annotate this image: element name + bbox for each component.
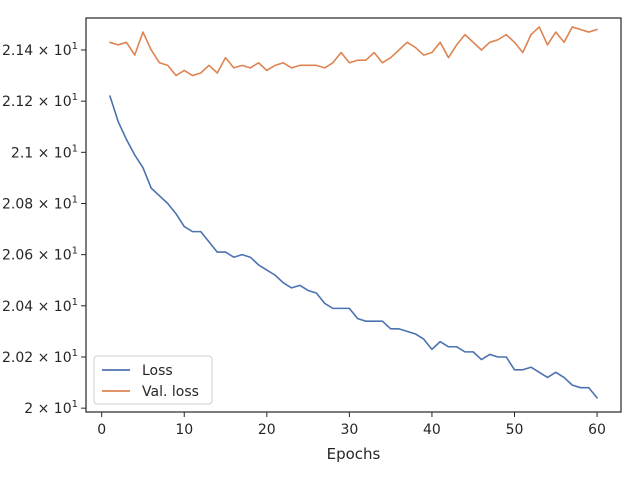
- x-axis-ticks: 0 10 20 30 40 50 60: [97, 412, 606, 438]
- legend-entry-label: Val. loss: [142, 384, 199, 400]
- y-tick-mantissa: 2.04 × 10: [2, 299, 72, 315]
- legend: Loss Val. loss: [93, 355, 213, 405]
- y-tick-exponent: 1: [72, 348, 78, 359]
- y-tick-mantissa: 2 × 10: [24, 401, 71, 417]
- x-tick-label: 50: [506, 422, 524, 438]
- legend-entry-label: Loss: [142, 363, 173, 379]
- y-tick-exponent: 1: [72, 194, 78, 205]
- y-tick-exponent: 1: [72, 92, 78, 103]
- y-tick-label: 2.1 × 101: [11, 143, 78, 161]
- x-tick-label: 10: [175, 422, 193, 438]
- x-tick-label: 30: [340, 422, 358, 438]
- y-tick-label: 2 × 101: [24, 399, 78, 417]
- x-tick-label: 20: [258, 422, 276, 438]
- y-tick-mantissa: 2.14 × 10: [2, 43, 72, 59]
- y-tick-label: 2.08 × 101: [2, 194, 78, 212]
- y-tick-exponent: 1: [72, 41, 78, 52]
- series-line-val-loss: [109, 26, 598, 77]
- y-tick-mantissa: 2.02 × 10: [2, 350, 72, 366]
- y-tick-exponent: 1: [72, 246, 78, 257]
- y-tick-exponent: 1: [72, 399, 78, 410]
- x-tick-label: 0: [97, 422, 106, 438]
- y-tick-mantissa: 2.08 × 10: [2, 196, 72, 212]
- y-tick-label: 2.14 × 101: [2, 41, 78, 59]
- y-tick-mantissa: 2.12 × 10: [2, 94, 72, 110]
- y-tick-mantissa: 2.06 × 10: [2, 248, 72, 264]
- x-axis-label: Epochs: [327, 445, 381, 463]
- series-lines: [109, 26, 598, 399]
- plot-frame: [85, 17, 622, 413]
- plot-background: [86, 18, 621, 412]
- x-tick-label: 40: [423, 422, 441, 438]
- y-tick-label: 2.06 × 101: [2, 246, 78, 264]
- x-tick-label: 60: [588, 422, 606, 438]
- y-tick-label: 2.02 × 101: [2, 348, 78, 366]
- y-tick-mantissa: 2.1 × 10: [11, 145, 72, 161]
- y-tick-exponent: 1: [72, 297, 78, 308]
- y-tick-exponent: 1: [72, 143, 78, 154]
- legend-box: [93, 355, 213, 405]
- y-tick-label: 2.04 × 101: [2, 297, 78, 315]
- series-line-loss: [109, 95, 598, 399]
- y-tick-label: 2.12 × 101: [2, 92, 78, 110]
